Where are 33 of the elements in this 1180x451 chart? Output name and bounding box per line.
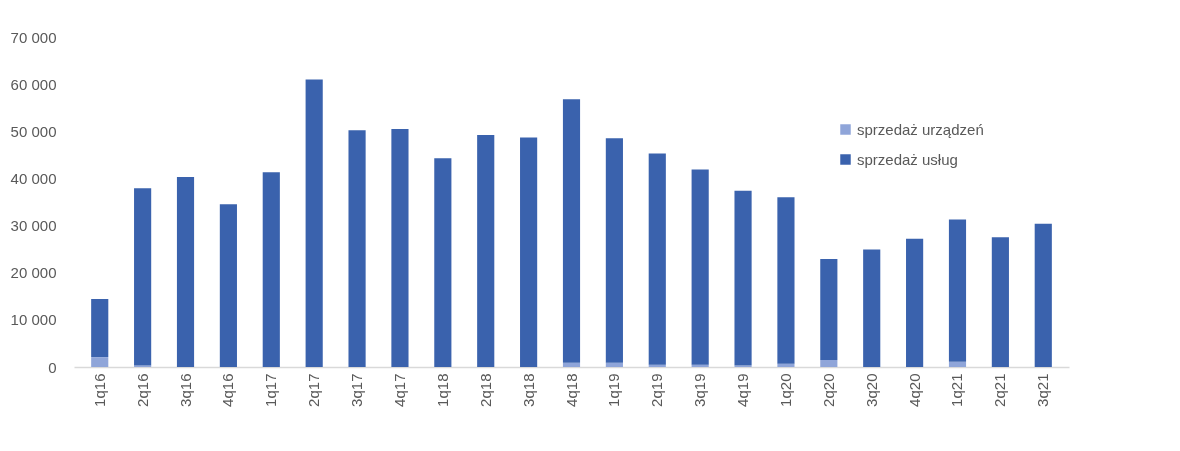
x-tick-label: 4q17 [390, 373, 408, 407]
x-tick-label: 4q16 [219, 373, 237, 407]
x-tick-label: 1q18 [433, 373, 451, 407]
legend-label: sprzedaż urządzeń [857, 120, 984, 138]
y-tick-label: 0 [48, 358, 57, 376]
y-tick-label: 30 000 [10, 217, 57, 235]
x-tick-label: 2q21 [991, 373, 1009, 407]
y-tick-label: 10 000 [10, 311, 57, 329]
x-tick-label: 3q18 [519, 373, 537, 407]
y-tick-label: 20 000 [10, 264, 57, 282]
x-tick-label: 3q17 [348, 373, 366, 407]
y-tick-label: 70 000 [10, 28, 57, 46]
x-tick-label: 1q21 [948, 373, 966, 407]
x-tick-label: 3q20 [862, 373, 880, 407]
x-tick-label: 1q19 [605, 373, 623, 407]
y-tick-label: 40 000 [10, 169, 57, 187]
x-tick-label: 2q18 [476, 373, 494, 407]
x-tick-label: 4q20 [905, 373, 923, 407]
x-tick-label: 4q18 [562, 373, 580, 407]
x-tick-label: 3q21 [1034, 373, 1052, 407]
x-tick-label: 2q19 [648, 373, 666, 407]
x-tick-label: 3q19 [691, 373, 709, 407]
x-tick-label: 1q20 [776, 373, 794, 407]
x-tick-label: 3q16 [176, 373, 194, 407]
x-tick-label: 2q16 [133, 373, 151, 407]
legend-label: sprzedaż usług [857, 150, 958, 168]
x-tick-label: 1q17 [262, 373, 280, 407]
x-tick-label: 2q17 [305, 373, 323, 407]
x-tick-label: 1q16 [90, 373, 108, 407]
x-tick-label: 2q20 [819, 373, 837, 407]
x-tick-label: 4q19 [734, 373, 752, 407]
y-tick-label: 50 000 [10, 122, 57, 140]
y-tick-label: 60 000 [10, 75, 57, 93]
